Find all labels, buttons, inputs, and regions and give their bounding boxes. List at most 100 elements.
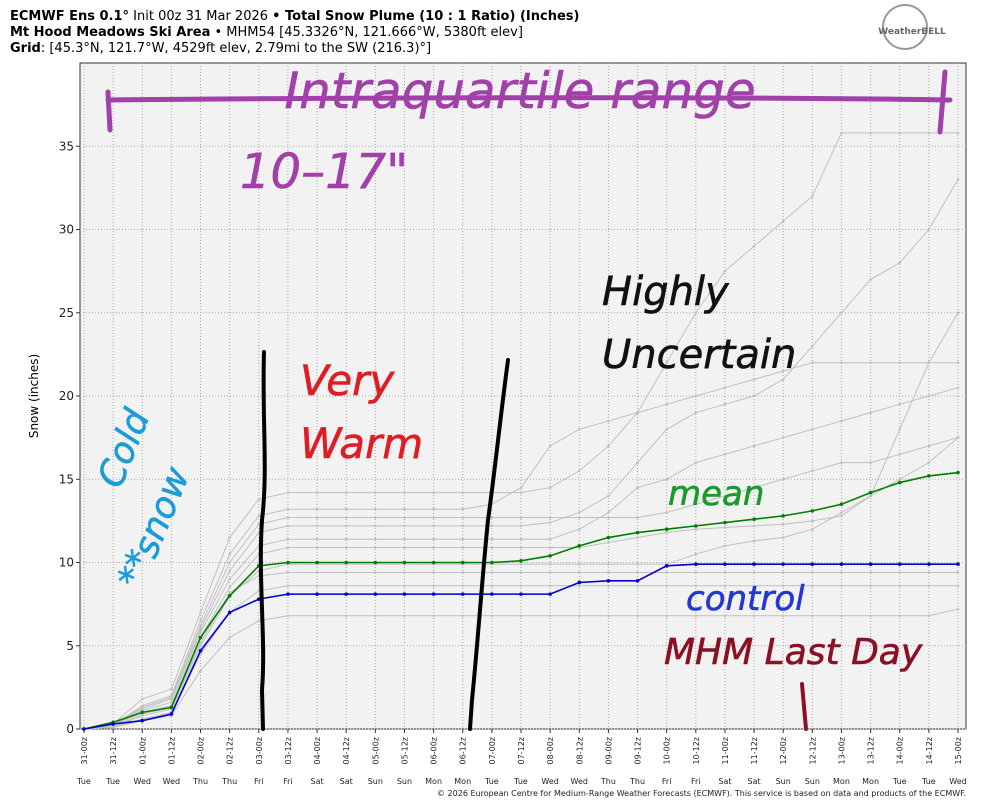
point [315,560,319,565]
point [811,519,814,523]
point [461,491,465,494]
point [723,526,727,529]
point [228,561,231,564]
point [199,611,202,614]
point [840,584,843,588]
grid-info: : [45.3°N, 121.7°W, 4529ft elev, 2.79mi … [41,41,431,56]
point [199,624,202,628]
point [635,530,640,535]
point [927,474,931,478]
point [752,244,756,248]
x-tick-label: 08-12z [575,737,584,764]
point [227,594,232,598]
point [898,452,902,456]
point [723,452,727,456]
annotation: Very [300,356,395,405]
point [548,486,552,489]
day-label: Thu [600,777,616,786]
point [723,614,727,618]
point [373,592,378,596]
point [577,527,581,531]
point [344,524,348,528]
point [694,614,698,618]
point [577,511,581,514]
point [228,552,231,556]
point [897,480,902,485]
x-tick-label: 03-12z [284,737,293,764]
point [286,571,290,574]
point [694,562,698,566]
annotation: control [686,579,805,619]
station: • MHM54 [45.3326°N, 121.666°W, 5380ft el… [214,25,522,40]
day-label: Tue [921,777,936,786]
day-label: Fri [662,777,672,786]
point [665,531,668,534]
day-label: Thu [221,777,237,786]
point [432,507,435,511]
point [607,444,610,448]
point [752,584,756,588]
point [664,527,669,531]
point [781,514,785,518]
point [198,648,203,653]
day-label: Sun [776,777,791,786]
point [403,524,406,528]
point [374,507,377,511]
point [810,509,815,513]
point [752,517,756,522]
x-tick-label: 06-00z [430,737,439,764]
point [315,491,319,494]
point [811,527,814,531]
point [694,552,698,556]
point [897,562,902,566]
point [781,522,785,526]
point [199,669,202,673]
point [577,584,581,588]
point [315,524,319,528]
x-tick-label: 07-00z [488,737,497,764]
grid-label: Grid [10,41,41,56]
point [811,584,814,588]
point [548,571,552,574]
header-line-3: Grid: [45.3°N, 121.7°W, 4529ft elev, 2.7… [10,41,431,56]
point [460,592,465,596]
point [956,131,960,135]
point [577,562,581,566]
point [898,571,902,574]
point [344,614,348,618]
point [607,494,610,498]
point [431,560,436,565]
point [461,537,465,541]
point [344,584,348,588]
x-tick-label: 09-12z [634,737,643,764]
point [548,562,552,566]
point [315,507,319,511]
point [374,614,377,618]
point [403,491,406,494]
day-label: Mon [425,777,442,786]
point [840,614,843,618]
point [869,361,872,365]
point [752,614,756,618]
day-label: Tue [892,777,907,786]
point [432,491,435,494]
point [519,491,523,494]
point [752,486,756,489]
divider-line [468,358,510,731]
x-tick-label: 10-00z [663,737,672,764]
day-label: Tue [484,777,499,786]
point [956,562,960,566]
point [519,524,523,528]
point [810,562,815,566]
point [840,461,843,464]
point [781,571,785,574]
point [169,712,174,716]
point [170,696,173,699]
point [723,520,727,525]
point [781,436,785,439]
product: • Total Snow Plume (10 : 1 Ratio) (Inche… [272,9,579,24]
point [781,614,785,618]
point [606,579,611,583]
point [665,571,668,574]
